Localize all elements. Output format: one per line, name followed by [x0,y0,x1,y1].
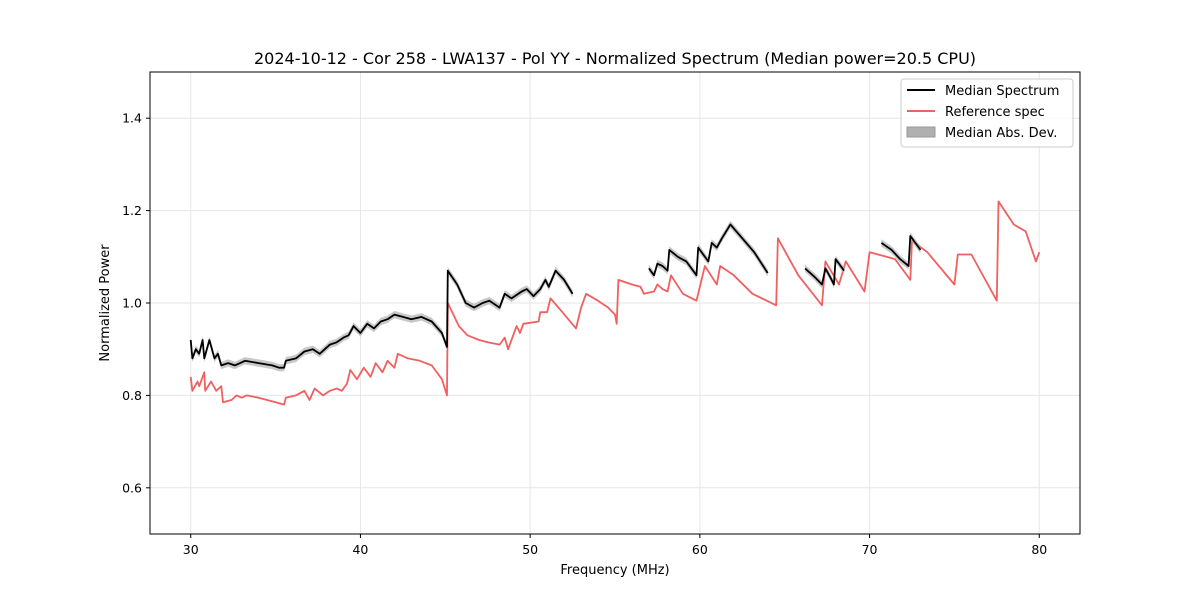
median-abs-dev-band-1 [648,220,768,279]
x-tick-label: 60 [692,542,708,557]
chart-title: 2024-10-12 - Cor 258 - LWA137 - Pol YY -… [254,49,976,68]
legend: Median Spectrum Reference spec Median Ab… [900,78,1074,148]
legend-label-reference-spec: Reference spec [945,105,1045,120]
median-spectrum-line-3 [880,235,922,267]
x-axis-label: Frequency (MHz) [560,563,669,578]
y-tick-label: 1.0 [122,296,142,311]
y-tick-label: 1.2 [122,203,142,218]
y-tick-label: 0.8 [122,388,142,403]
axis-ticks: 30 40 50 60 70 80 0.6 0.8 1.0 1.2 1.4 [122,111,1047,557]
x-tick-label: 50 [522,542,538,557]
reference-spec-line [189,200,1041,406]
median-spectrum-line-2 [804,258,845,286]
median-abs-dev-band-0 [190,267,573,372]
plot-area [189,200,1041,406]
x-tick-label: 40 [352,542,368,557]
x-tick-label: 80 [1031,542,1047,557]
legend-box [900,78,1074,148]
median-abs-dev-band-3 [881,232,921,270]
x-tick-label: 70 [862,542,878,557]
legend-label-median-spectrum: Median Spectrum [945,84,1059,99]
x-tick-label: 30 [183,542,199,557]
y-tick-label: 1.4 [122,111,142,126]
y-axis-label: Normalized Power [98,244,113,362]
median-spectrum-line-1 [648,223,769,277]
legend-label-median-abs-dev: Median Abs. Dev. [945,126,1057,141]
median-spectrum-line-0 [189,269,574,369]
legend-swatch-median-abs-dev [906,126,936,138]
y-tick-label: 0.6 [122,480,142,495]
